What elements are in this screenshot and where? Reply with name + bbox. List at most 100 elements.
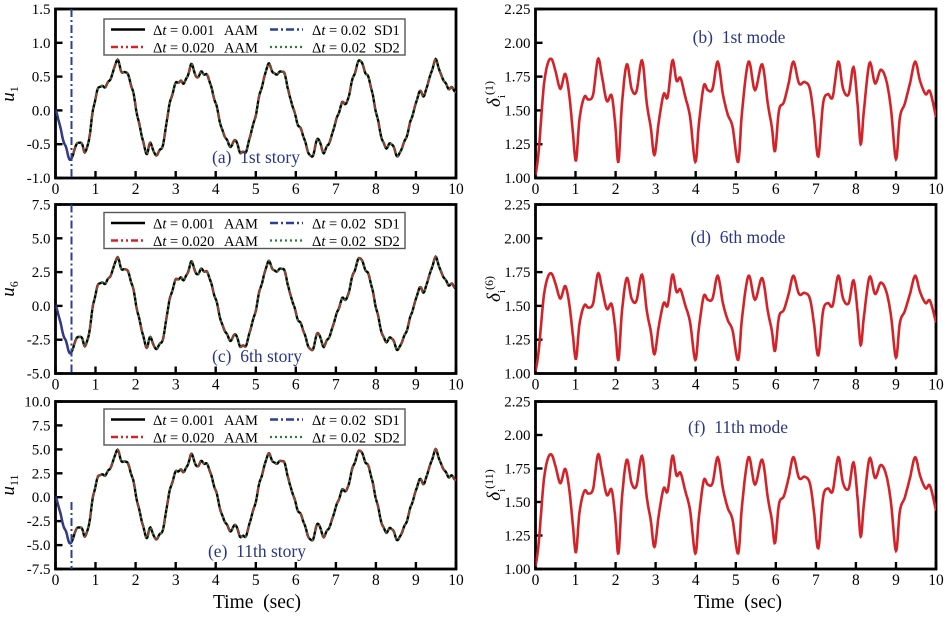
svg-text:9: 9 — [412, 572, 420, 589]
svg-text:Δt = 0.001: Δt = 0.001 — [153, 217, 214, 233]
svg-text:5: 5 — [732, 377, 740, 394]
svg-text:8: 8 — [852, 181, 860, 198]
svg-text:(d) 6th mode: (d) 6th mode — [691, 227, 786, 247]
svg-text:5: 5 — [252, 181, 260, 198]
svg-text:2.25: 2.25 — [504, 395, 530, 411]
svg-text:2.00: 2.00 — [504, 428, 530, 444]
svg-text:8: 8 — [852, 377, 860, 394]
svg-text:(a) 1st story: (a) 1st story — [212, 147, 300, 167]
svg-text:4: 4 — [212, 377, 220, 394]
svg-text:0: 0 — [52, 377, 60, 394]
svg-text:-1.0: -1.0 — [27, 171, 51, 187]
svg-text:6: 6 — [772, 572, 780, 589]
svg-text:0: 0 — [532, 181, 540, 198]
svg-text:3: 3 — [652, 377, 660, 394]
svg-text:1.5: 1.5 — [32, 2, 51, 18]
svg-text:2.25: 2.25 — [504, 198, 530, 214]
svg-text:AAM: AAM — [224, 41, 258, 57]
svg-text:1.25: 1.25 — [504, 137, 530, 153]
svg-text:Δt = 0.001: Δt = 0.001 — [153, 23, 214, 39]
svg-text:4: 4 — [212, 181, 220, 198]
svg-text:0.0: 0.0 — [32, 299, 51, 315]
svg-text:0: 0 — [52, 572, 60, 589]
svg-text:-0.5: -0.5 — [27, 137, 51, 153]
svg-text:2: 2 — [612, 181, 620, 198]
svg-text:(e) 11th story: (e) 11th story — [208, 541, 306, 561]
svg-text:5: 5 — [252, 377, 260, 394]
svg-text:1.75: 1.75 — [504, 462, 530, 478]
svg-text:2.5: 2.5 — [32, 466, 51, 482]
svg-text:0: 0 — [532, 377, 540, 394]
svg-text:4: 4 — [212, 572, 220, 589]
svg-text:1: 1 — [92, 181, 100, 198]
svg-text:7: 7 — [332, 181, 340, 198]
svg-text:SD1: SD1 — [374, 23, 400, 39]
svg-text:6: 6 — [772, 181, 780, 198]
svg-text:1: 1 — [572, 377, 580, 394]
svg-text:Δt = 0.020: Δt = 0.020 — [153, 41, 214, 57]
svg-text:3: 3 — [652, 181, 660, 198]
svg-text:-2.5: -2.5 — [27, 514, 51, 530]
svg-text:7: 7 — [812, 377, 820, 394]
svg-text:10: 10 — [448, 181, 464, 198]
svg-text:4: 4 — [692, 572, 700, 589]
svg-text:AAM: AAM — [224, 217, 258, 233]
svg-text:1: 1 — [92, 572, 100, 589]
svg-text:Δt = 0.020: Δt = 0.020 — [153, 234, 214, 250]
svg-text:5: 5 — [252, 572, 260, 589]
svg-text:1: 1 — [92, 377, 100, 394]
svg-text:5.0: 5.0 — [32, 442, 51, 458]
svg-text:7: 7 — [332, 377, 340, 394]
svg-text:-5.0: -5.0 — [27, 538, 51, 554]
svg-text:SD2: SD2 — [374, 234, 400, 250]
svg-text:(c) 6th story: (c) 6th story — [212, 346, 302, 366]
svg-text:0: 0 — [532, 572, 540, 589]
svg-text:(f) 11th mode: (f) 11th mode — [688, 417, 788, 437]
svg-text:5: 5 — [732, 572, 740, 589]
svg-text:7: 7 — [812, 572, 820, 589]
svg-text:3: 3 — [172, 572, 180, 589]
svg-text:7: 7 — [812, 181, 820, 198]
svg-text:0.0: 0.0 — [32, 103, 51, 119]
svg-text:AAM: AAM — [224, 413, 258, 429]
svg-text:6: 6 — [292, 377, 300, 394]
svg-text:5.0: 5.0 — [32, 231, 51, 247]
svg-text:10: 10 — [928, 181, 944, 198]
svg-text:Δt = 0.020: Δt = 0.020 — [153, 431, 214, 447]
svg-text:2.00: 2.00 — [504, 231, 530, 247]
svg-text:2: 2 — [132, 377, 140, 394]
svg-text:7.5: 7.5 — [32, 418, 51, 434]
svg-text:1.50: 1.50 — [504, 299, 530, 315]
svg-text:2: 2 — [132, 181, 140, 198]
svg-text:5: 5 — [732, 181, 740, 198]
svg-text:SD2: SD2 — [374, 431, 400, 447]
svg-text:9: 9 — [412, 181, 420, 198]
svg-text:SD2: SD2 — [374, 41, 400, 57]
svg-text:Time (sec): Time (sec) — [213, 592, 301, 613]
svg-text:7.5: 7.5 — [32, 198, 51, 214]
svg-text:6: 6 — [292, 572, 300, 589]
svg-text:Time (sec): Time (sec) — [694, 592, 782, 613]
svg-text:0.5: 0.5 — [32, 70, 51, 86]
svg-text:1.00: 1.00 — [504, 562, 530, 578]
svg-text:4: 4 — [692, 181, 700, 198]
svg-text:10: 10 — [448, 377, 464, 394]
svg-text:AAM: AAM — [224, 23, 258, 39]
svg-text:Δt = 0.02: Δt = 0.02 — [312, 23, 366, 39]
svg-text:Δt = 0.02: Δt = 0.02 — [312, 41, 366, 57]
svg-text:10.0: 10.0 — [24, 395, 50, 411]
svg-text:SD1: SD1 — [374, 217, 400, 233]
svg-text:10: 10 — [928, 572, 944, 589]
svg-text:1: 1 — [572, 181, 580, 198]
svg-text:8: 8 — [372, 181, 380, 198]
svg-text:1.00: 1.00 — [504, 367, 530, 383]
svg-text:1.25: 1.25 — [504, 529, 530, 545]
svg-text:Δt = 0.02: Δt = 0.02 — [312, 413, 366, 429]
svg-text:9: 9 — [892, 377, 900, 394]
svg-text:10: 10 — [928, 377, 944, 394]
svg-text:Δt = 0.02: Δt = 0.02 — [312, 431, 366, 447]
svg-text:10: 10 — [448, 572, 464, 589]
svg-text:8: 8 — [852, 572, 860, 589]
svg-text:1.50: 1.50 — [504, 495, 530, 511]
svg-text:2: 2 — [132, 572, 140, 589]
